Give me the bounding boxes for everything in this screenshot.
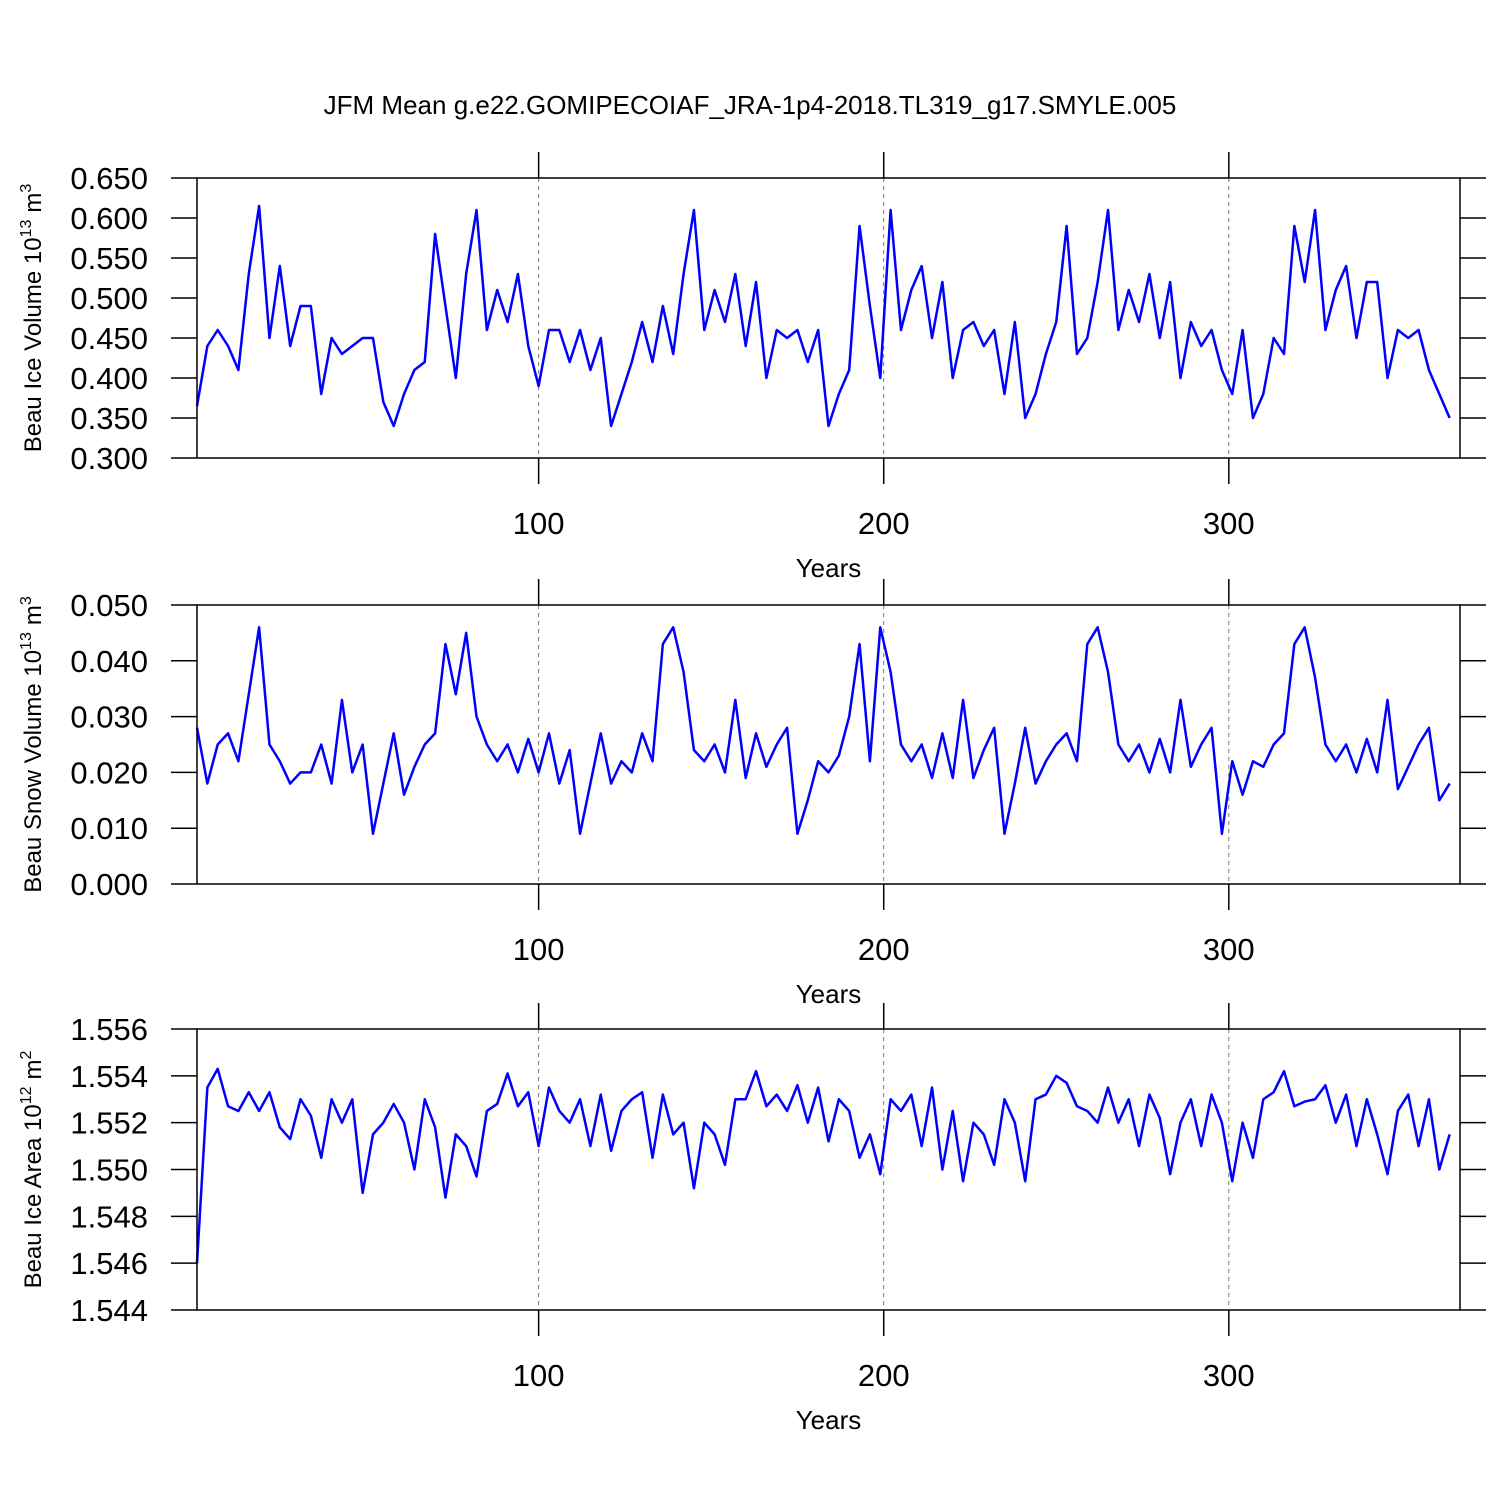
x-axis-label: Years (796, 553, 862, 583)
plot-frame (196, 177, 1461, 459)
y-tick-label: 0.650 (70, 161, 148, 196)
y-tick-label: 0.030 (70, 700, 148, 735)
x-tick-label: 200 (858, 1358, 910, 1393)
y-tick-label: 0.400 (70, 361, 148, 396)
y-tick-label: 1.554 (70, 1059, 148, 1094)
y-tick-label: 1.556 (70, 1012, 148, 1047)
panel: 100 200 300 0.000 0.010 0.020 0.030 0.040 0.050 Y… (18, 579, 1486, 1009)
y-tick-label: 1.550 (70, 1153, 148, 1188)
y-tick-label: 0.300 (70, 441, 148, 476)
y-tick-label: 1.544 (70, 1293, 148, 1328)
y-axis-label-unit-power: 3 (18, 596, 35, 605)
y-tick-label: 0.350 (70, 401, 148, 436)
y-axis-label-unit: m (20, 193, 47, 213)
y-axis-label-unit: m (20, 605, 47, 625)
x-axis-label: Years (796, 1405, 862, 1435)
data-line (195, 1067, 1451, 1264)
y-tick-label: 0.010 (70, 811, 148, 846)
y-axis-label-text: Beau Snow Volume 10 (20, 650, 47, 893)
plot-frame (196, 604, 1461, 885)
y-axis-label: Beau Ice Area 1012 m2 (18, 1050, 47, 1288)
x-tick-label: 100 (513, 932, 565, 967)
y-axis-label: Beau Ice Volume 1013 m3 (18, 184, 47, 453)
panel: 100 200 300 0.300 0.350 0.400 0.450 0.500 0.550 0… (18, 152, 1486, 583)
y-axis-label: Beau Snow Volume 1013 m3 (18, 596, 47, 893)
y-tick-label: 0.550 (70, 241, 148, 276)
y-axis-label-power: 12 (18, 1086, 35, 1104)
data-line (195, 204, 1451, 428)
y-tick-label: 0.040 (70, 644, 148, 679)
panel: 100 200 300 1.544 1.546 1.548 1.550 1.552 1.554 1… (18, 1003, 1486, 1435)
y-tick-label: 0.500 (70, 281, 148, 316)
x-tick-label: 100 (513, 506, 565, 541)
x-tick-label: 300 (1203, 1358, 1255, 1393)
y-tick-label: 1.548 (70, 1199, 148, 1234)
y-axis-label-text: Beau Ice Area 10 (20, 1104, 47, 1288)
y-tick-label: 1.546 (70, 1246, 148, 1281)
y-tick-label: 0.000 (70, 867, 148, 902)
plot-frame (196, 1028, 1461, 1311)
y-axis-label-power: 13 (18, 632, 35, 650)
x-tick-label: 200 (858, 506, 910, 541)
y-axis-label-text: Beau Ice Volume 10 (20, 237, 47, 452)
y-tick-label: 1.552 (70, 1106, 148, 1141)
y-axis-label-power: 13 (18, 220, 35, 238)
figure-title: JFM Mean g.e22.GOMIPECOIAF_JRA-1p4-2018.… (324, 90, 1177, 120)
y-tick-label: 0.450 (70, 321, 148, 356)
y-tick-label: 0.050 (70, 588, 148, 623)
data-line (195, 626, 1451, 836)
x-axis-label: Years (796, 979, 862, 1009)
x-tick-label: 300 (1203, 932, 1255, 967)
x-tick-label: 300 (1203, 506, 1255, 541)
y-tick-label: 0.600 (70, 201, 148, 236)
y-axis-label-unit-power: 3 (18, 184, 35, 193)
x-tick-label: 200 (858, 932, 910, 967)
y-axis-label-unit-power: 2 (18, 1050, 35, 1059)
y-tick-label: 0.020 (70, 755, 148, 790)
x-tick-label: 100 (513, 1358, 565, 1393)
y-axis-label-unit: m (20, 1059, 47, 1079)
